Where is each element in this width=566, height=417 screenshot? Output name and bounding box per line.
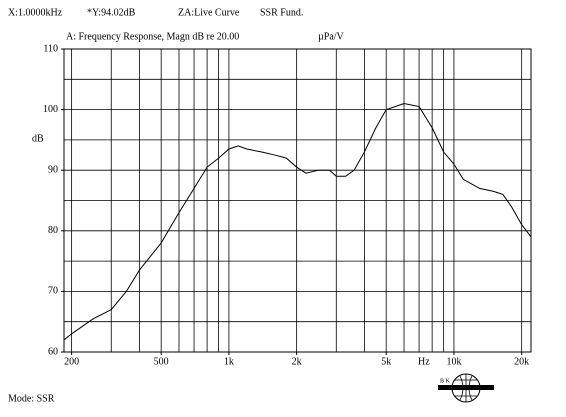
footer: Mode: SSR bbox=[8, 393, 55, 404]
x-tick-label: 10k bbox=[446, 356, 461, 367]
x-tick-label: 20k bbox=[514, 356, 529, 367]
unit: µPa/V bbox=[318, 31, 345, 42]
x-tick-label: 200 bbox=[64, 356, 79, 367]
chart-title: A: Frequency Response, Magn dB re 20.00 bbox=[66, 31, 239, 42]
header-x: X:1.0000kHz bbox=[8, 7, 63, 18]
header-mode: SSR Fund. bbox=[260, 7, 303, 18]
y-tick-label: 110 bbox=[43, 43, 58, 54]
response-curve bbox=[63, 103, 532, 341]
y-tick-label: 80 bbox=[48, 225, 58, 236]
x-tick-label: 2k bbox=[292, 356, 302, 367]
header-y: *Y:94.02dB bbox=[87, 7, 136, 18]
y-tick-label: 60 bbox=[48, 346, 58, 357]
logo bbox=[438, 373, 494, 403]
y-tick-label: 90 bbox=[48, 164, 58, 175]
x-label: Hz bbox=[418, 356, 430, 367]
y-label: dB bbox=[32, 133, 44, 144]
y-tick-label: 100 bbox=[43, 104, 58, 115]
logo-text: B K bbox=[440, 378, 451, 384]
header-z: ZA:Live Curve bbox=[178, 7, 240, 18]
x-tick-label: 5k bbox=[381, 356, 391, 367]
x-tick-label: 500 bbox=[154, 356, 169, 367]
y-tick-label: 70 bbox=[48, 286, 58, 297]
x-tick-label: 1k bbox=[224, 356, 234, 367]
